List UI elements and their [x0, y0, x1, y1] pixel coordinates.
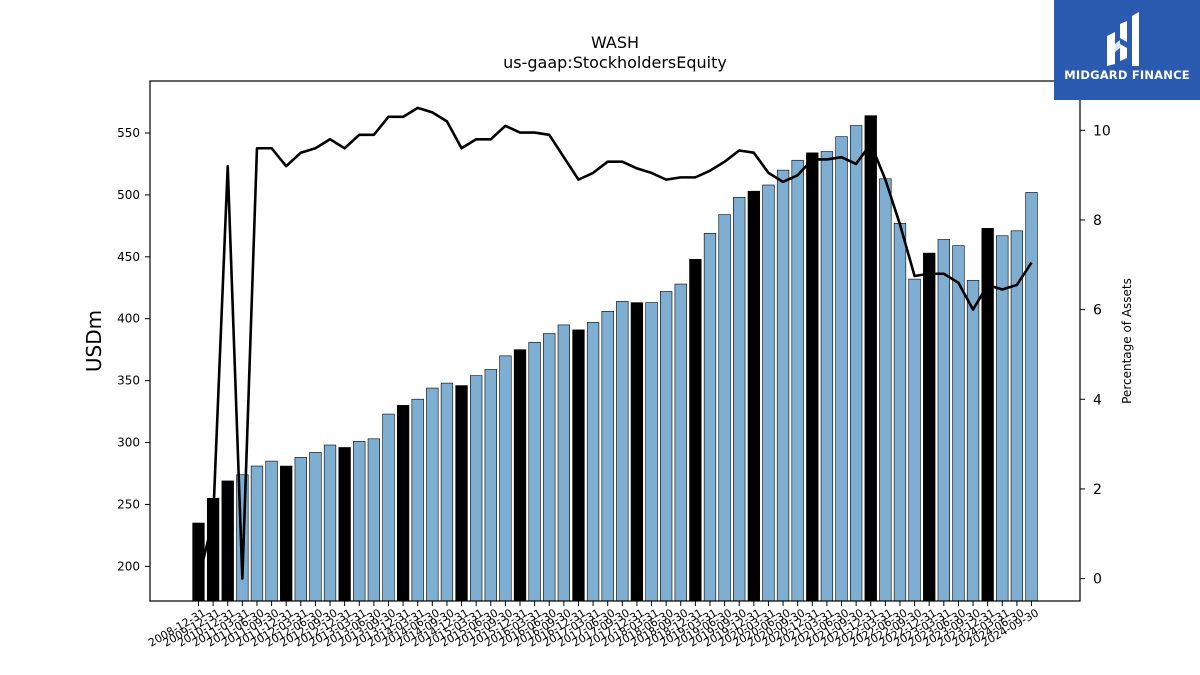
- y-axis: 200 250 300 350 400 450 500 550: [117, 126, 150, 573]
- bar: [703, 232, 717, 602]
- bar: [733, 197, 746, 602]
- bar: [499, 355, 512, 602]
- y-tick-label: 400: [117, 312, 140, 326]
- bar: [601, 310, 614, 602]
- bar: [294, 457, 307, 602]
- bar: [966, 280, 980, 602]
- bar: [323, 444, 337, 602]
- y2-tick-label: 4: [1093, 392, 1102, 408]
- plot-frame: [149, 80, 1081, 602]
- bar: [762, 184, 775, 602]
- y-tick-label: 350: [117, 374, 140, 388]
- bar: [1025, 192, 1038, 602]
- y-axis-label: USDm: [82, 310, 106, 372]
- bar: [280, 465, 293, 602]
- bar: [879, 178, 892, 602]
- bar: [221, 480, 234, 602]
- y2-tick-label: 0: [1093, 572, 1102, 588]
- bar: [689, 258, 702, 602]
- bar: [543, 333, 556, 602]
- bar: [616, 301, 629, 602]
- chart-title: WASH: [591, 33, 639, 52]
- line-series: [197, 106, 1033, 580]
- y-tick-label: 450: [117, 250, 140, 264]
- bar: [908, 278, 921, 602]
- brand-name: MIDGARD FINANCE: [1064, 68, 1190, 82]
- bar: [791, 159, 804, 602]
- bar: [382, 413, 395, 602]
- bar: [265, 460, 278, 602]
- bar: [572, 329, 585, 602]
- y2-tick-label: 6: [1093, 303, 1102, 319]
- x-axis: 2008-12-312009-12-312010-12-312011-03-31…: [146, 601, 1041, 650]
- bar: [630, 302, 644, 602]
- bar: [411, 398, 424, 602]
- bar: [338, 447, 351, 602]
- y-tick-label: 300: [117, 436, 140, 450]
- y-tick-label: 500: [117, 188, 140, 202]
- y-tick-label: 250: [117, 497, 140, 511]
- bar: [309, 452, 322, 602]
- bar: [937, 239, 950, 602]
- y2-axis: 0 2 4 6 8 10: [1080, 123, 1111, 588]
- y2-axis-label: Percentage of Assets: [1120, 278, 1134, 404]
- bar: [747, 190, 760, 602]
- brand-logo: MIDGARD FINANCE: [1054, 0, 1200, 100]
- percentage-line: [197, 106, 1033, 580]
- bar: [426, 387, 439, 602]
- bar: [835, 136, 848, 602]
- chart-subtitle: us-gaap:StockholdersEquity: [503, 53, 727, 72]
- bar: [440, 382, 454, 602]
- bar: [776, 169, 790, 602]
- bar: [353, 440, 366, 602]
- bar: [645, 302, 658, 602]
- bar: [806, 152, 819, 602]
- y2-tick-label: 2: [1093, 482, 1102, 498]
- bar: [849, 125, 863, 602]
- y2-tick-label: 8: [1093, 213, 1102, 229]
- bar: [455, 385, 468, 602]
- bar: [250, 465, 264, 602]
- bar: [586, 322, 600, 602]
- bar-series: [192, 115, 1038, 602]
- bar: [513, 349, 527, 602]
- bar: [484, 369, 497, 602]
- bar: [528, 341, 541, 602]
- bar: [674, 283, 687, 602]
- midgard-logo-icon: [1107, 12, 1139, 66]
- bar: [923, 252, 936, 602]
- bar: [659, 291, 673, 602]
- bar: [820, 151, 834, 602]
- bar: [718, 214, 731, 602]
- y-tick-label: 200: [117, 559, 140, 573]
- bar: [367, 438, 381, 602]
- bar: [470, 375, 483, 602]
- bar: [396, 405, 410, 602]
- y2-tick-label: 10: [1093, 123, 1111, 139]
- bar: [557, 324, 571, 602]
- y-tick-label: 550: [117, 126, 140, 140]
- bar: [952, 245, 965, 602]
- bar: [864, 115, 877, 602]
- bar: [893, 223, 907, 602]
